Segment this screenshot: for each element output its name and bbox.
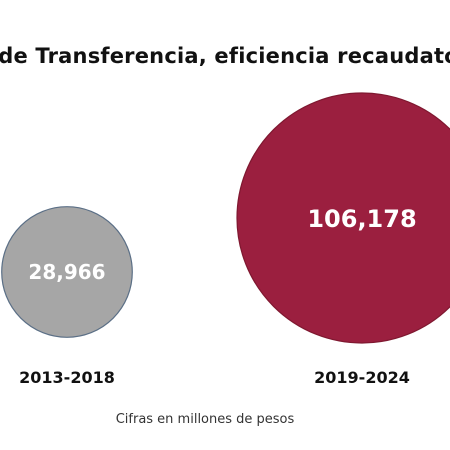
data-label-2019-2024: 106,178 <box>307 205 416 233</box>
data-label-2013-2018: 28,966 <box>28 260 105 284</box>
category-label-2013-2018: 2013-2018 <box>19 368 115 387</box>
category-label-2019-2024: 2019-2024 <box>314 368 410 387</box>
chart-title: s de Transferencia, eficiencia recaudato <box>0 44 450 68</box>
units-note: Cifras en millones de pesos <box>115 412 295 427</box>
bubble-2013-2018 <box>1 206 133 338</box>
bubble-2019-2024 <box>236 92 450 344</box>
